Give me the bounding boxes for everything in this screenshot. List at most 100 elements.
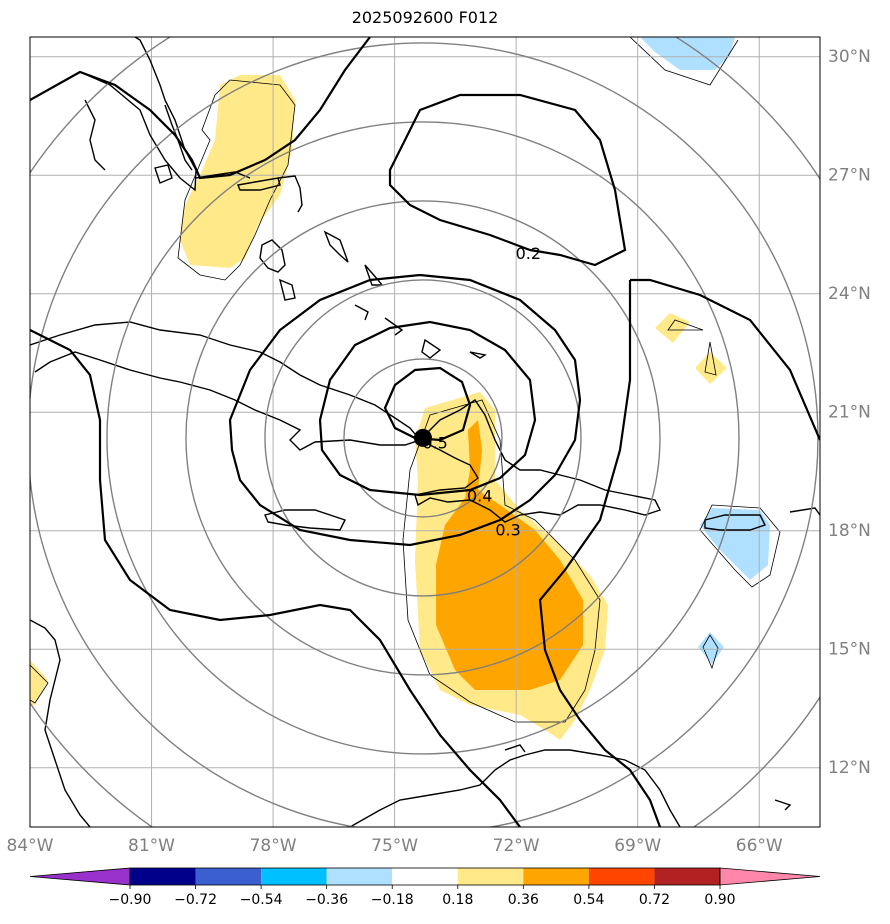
colorbar-segment-2 <box>261 868 327 885</box>
coast-florida <box>30 37 197 192</box>
colorbar-segment-4 <box>392 868 458 885</box>
outline-west <box>30 664 49 704</box>
map-frame <box>29 36 821 828</box>
lat-tick-label-3: 21°N <box>828 402 871 422</box>
contour-0-2-north-loop <box>388 93 627 267</box>
shade-blue-diamond <box>698 632 724 664</box>
contour-0-2-east-lower <box>538 280 662 827</box>
lat-tick-label-4: 24°N <box>828 284 871 304</box>
coast-andros <box>259 239 286 273</box>
range-ring-1 <box>264 279 582 597</box>
range-ring-2 <box>185 200 661 676</box>
storm-center-marker <box>413 428 432 447</box>
outline-spot-1 <box>667 319 704 331</box>
colorbar-tick-label-6: 0.36 <box>508 892 539 908</box>
longitude-labels: 84°W 81°W 78°W 75°W 72°W 69°W 66°W <box>7 836 783 856</box>
contour-0-3 <box>228 273 582 547</box>
lon-tick-label-1: 81°W <box>128 836 175 856</box>
contour-0-5 <box>383 366 472 442</box>
outline-plume <box>402 399 601 723</box>
colorbar-extend-high <box>719 867 821 886</box>
colorbar <box>29 867 821 886</box>
shade-orange-core <box>436 420 583 690</box>
contour-label-2: 0.4 <box>467 487 492 506</box>
colorbar-segment-7 <box>588 868 655 885</box>
outline-blue-pr <box>699 504 781 588</box>
coast-cuba <box>30 321 422 451</box>
lat-tick-label-1: 15°N <box>828 639 871 659</box>
coast-hispaniola <box>414 399 661 523</box>
coast-jamaica <box>264 509 346 531</box>
shade-blue-top <box>640 37 735 70</box>
coast-bahamas-4 <box>278 278 296 301</box>
coast-trinidad <box>774 799 792 811</box>
contour-0-2-east <box>630 278 820 441</box>
colorbar-segment-8 <box>654 868 720 885</box>
outline-spot-2 <box>704 341 717 376</box>
lon-tick-label-0: 84°W <box>7 836 54 856</box>
gridline-layer <box>30 37 820 827</box>
contour-layer <box>30 37 820 827</box>
coast-turks <box>469 351 487 359</box>
shade-yellow-spot-1 <box>655 313 690 343</box>
lat-tick-label-6: 30°N <box>828 47 871 67</box>
contour-label-0: 0.2 <box>516 244 541 263</box>
colorbar-tick-label-8: 0.72 <box>639 892 670 908</box>
colorbar-segment-1 <box>195 868 262 885</box>
coast-bahamas-5 <box>323 230 349 263</box>
outline-bahamas-region <box>177 79 296 281</box>
latitude-labels: 12°N 15°N 18°N 21°N 24°N 27°N 30°N <box>828 47 871 778</box>
coast-bahamas-10 <box>154 164 173 184</box>
coast-west-fl <box>84 99 106 171</box>
coast-bahamas-1 <box>164 104 193 171</box>
colorbar-labels: −0.90 −0.72 −0.54 −0.36 −0.18 0.18 0.36 0.54 0.7… <box>109 885 736 908</box>
coast-virgin-islands <box>789 507 820 516</box>
shade-blue-pr <box>700 508 770 580</box>
lon-tick-label-4: 72°W <box>493 836 540 856</box>
outline-blue-diamond <box>702 634 719 670</box>
range-ring-3 <box>106 121 740 755</box>
lat-tick-label-5: 27°N <box>828 165 871 185</box>
contour-label-3: 0.3 <box>495 520 520 539</box>
coastline-layer <box>30 37 820 827</box>
coast-bahamas-7 <box>354 304 369 321</box>
colorbar-segment-3 <box>326 868 393 885</box>
coast-puerto-rico <box>704 514 766 531</box>
colorbar-tick-label-0: −0.90 <box>109 892 152 908</box>
lon-tick-label-6: 66°W <box>736 836 783 856</box>
colorbar-segment-5 <box>457 868 524 885</box>
colorbar-tick-label-2: −0.54 <box>240 892 283 908</box>
colorbar-tick-label-1: −0.72 <box>174 892 217 908</box>
coast-bahamas-9 <box>421 338 442 359</box>
contour-0-2-main <box>30 37 371 180</box>
colorbar-segment-0 <box>130 868 196 885</box>
contour-0-2-outer <box>30 329 521 827</box>
lon-tick-label-3: 75°W <box>371 836 418 856</box>
colorbar-segment-6 <box>523 868 589 885</box>
colorbar-tick-label-4: −0.18 <box>371 892 414 908</box>
map-title: 2025092600 F012 <box>351 8 499 27</box>
coast-south-america <box>349 749 681 827</box>
lat-tick-label-0: 12°N <box>828 758 871 778</box>
contour-0-4 <box>318 320 537 497</box>
coast-bahamas-8 <box>384 317 404 336</box>
range-ring-0 <box>343 358 503 518</box>
coast-aruba <box>504 744 526 753</box>
colorbar-tick-label-9: 0.90 <box>704 892 735 908</box>
colorbar-tick-label-3: −0.36 <box>305 892 348 908</box>
shade-yellow-spot-2 <box>695 352 727 384</box>
outline-blue-top <box>629 37 739 86</box>
colorbar-tick-label-7: 0.54 <box>573 892 604 908</box>
colorbar-tick-label-5: 0.18 <box>442 892 473 908</box>
lon-tick-label-2: 78°W <box>250 836 297 856</box>
colorbar-frame <box>129 867 721 886</box>
lat-tick-label-2: 18°N <box>828 521 871 541</box>
coast-bahamas-2 <box>237 177 281 191</box>
lon-tick-label-5: 69°W <box>614 836 661 856</box>
coast-bahamas-3 <box>277 175 303 213</box>
coast-central-america <box>30 619 91 827</box>
shaded-field-layer <box>30 37 781 740</box>
colorbar-extend-low <box>29 867 131 886</box>
